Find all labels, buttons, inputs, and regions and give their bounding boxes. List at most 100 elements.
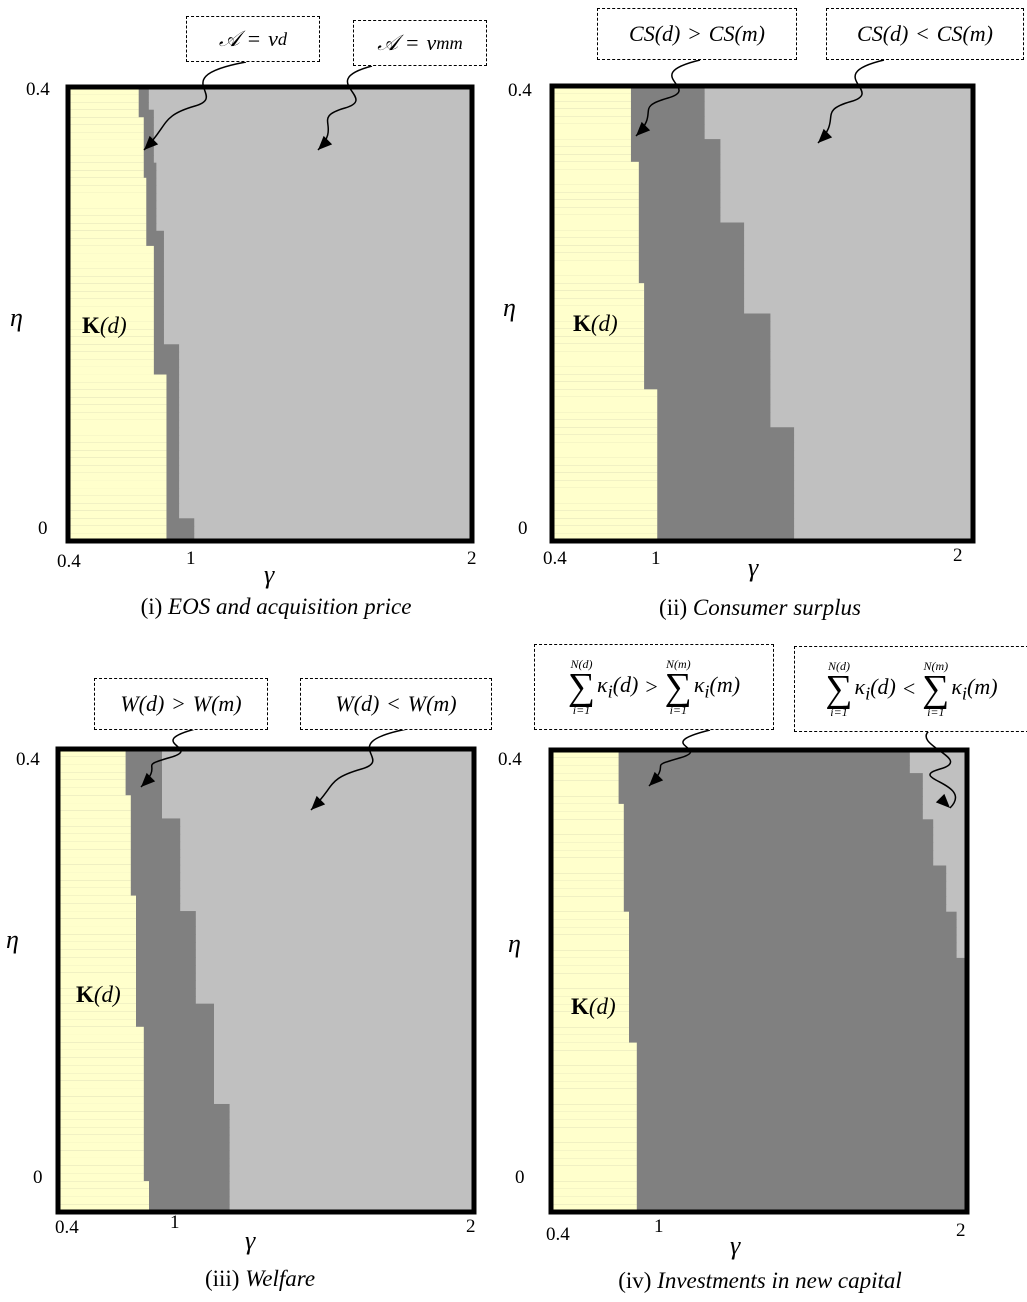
- region-k-band: [552, 93, 631, 102]
- region-label-bold: K: [76, 982, 94, 1007]
- region-k-band: [551, 942, 629, 951]
- region-k-band: [551, 1104, 637, 1113]
- region-dark-band: [551, 834, 934, 843]
- sum-term-right: κi(m): [694, 672, 740, 702]
- region-k-band: [552, 503, 658, 512]
- region-dark-band: [552, 450, 795, 459]
- region-k-band: [552, 472, 658, 481]
- region-k-band: [552, 427, 658, 436]
- region-k-band: [551, 988, 629, 997]
- region-dark-band: [551, 942, 957, 951]
- region-k-band: [68, 510, 167, 519]
- region-dark-band: [552, 434, 795, 444]
- sum-term-left: κi(d): [855, 674, 896, 704]
- arrowhead-icon: [818, 128, 833, 143]
- region-k-band: [68, 109, 139, 118]
- region-k-band: [552, 268, 639, 277]
- region-label-bold: K: [571, 994, 589, 1019]
- callout-lhs: CS(d): [857, 21, 909, 46]
- region-k-band: [58, 1103, 144, 1113]
- region-k-band: [68, 419, 167, 429]
- region-dark-band: [551, 811, 923, 820]
- region-k-band: [552, 116, 631, 125]
- callout-arrow: [648, 729, 711, 787]
- region-k-band: [551, 1188, 637, 1198]
- region-dark-band: [551, 803, 923, 813]
- region-k-band: [552, 366, 645, 375]
- region-k-band: [551, 1165, 637, 1175]
- region-k-band: [552, 381, 645, 390]
- region-k-band: [58, 841, 131, 850]
- region-k-band: [551, 911, 629, 920]
- y-tick-top: 0.4: [508, 80, 532, 101]
- region-k-band: [551, 1135, 637, 1144]
- region-dark-band: [551, 1081, 967, 1090]
- y-tick-bottom: 0: [33, 1167, 43, 1188]
- region-dark-band: [552, 518, 795, 527]
- region-k-band: [58, 934, 136, 943]
- region-k-band: [552, 86, 631, 95]
- region-dark-band: [552, 321, 771, 330]
- region-dark-band: [552, 305, 745, 315]
- region-dark-band: [552, 260, 745, 269]
- region-k-band: [68, 465, 167, 474]
- region-k-band: [58, 826, 131, 835]
- region-dark-band: [551, 780, 923, 790]
- region-dark-band: [551, 1019, 967, 1028]
- region-k-band: [58, 779, 126, 789]
- region-k-band: [551, 973, 629, 982]
- y-tick-top: 0.4: [498, 749, 522, 770]
- callout-cs-less: CS(d) < CS(m): [826, 8, 1024, 60]
- panel-title: (iii) Welfare: [60, 1266, 460, 1292]
- region-k-band: [552, 343, 645, 353]
- region-k-band: [552, 169, 639, 178]
- x-tick-mid: 1: [651, 548, 661, 569]
- region-dark-band: [551, 857, 934, 867]
- region-k-band: [551, 1181, 637, 1190]
- kappa-sub: i: [704, 681, 710, 702]
- region-k-band: [58, 857, 131, 866]
- region-dark-band: [551, 1065, 967, 1074]
- region-k-band: [68, 480, 167, 489]
- panel-num: (iv): [618, 1268, 652, 1293]
- region-k-band: [552, 313, 645, 322]
- region-dark-band: [551, 850, 934, 859]
- sigma-left: N(d) ∑ i=1: [568, 658, 595, 716]
- region-k-band: [58, 872, 131, 881]
- region-k-band: [68, 223, 147, 232]
- region-dark-band: [552, 298, 745, 307]
- region-k-band: [68, 192, 147, 202]
- region-k-band: [68, 276, 154, 285]
- region-k-band: [58, 903, 136, 912]
- callout-op: =: [406, 30, 419, 55]
- panel-num: (ii): [659, 595, 688, 620]
- region-k-band: [552, 154, 631, 163]
- region-dark-band: [551, 842, 934, 851]
- region-k-band: [552, 533, 658, 542]
- sigma-upper: N(m): [923, 659, 949, 673]
- panel-title: (iv) Investments in new capital: [560, 1268, 960, 1294]
- region-dark-band: [551, 957, 967, 967]
- region-k-band: [551, 950, 629, 959]
- region-k-band: [551, 788, 619, 797]
- region-k-band: [552, 457, 658, 466]
- region-k-band: [68, 359, 154, 368]
- y-axis-label: η: [503, 293, 516, 322]
- callout-op: >: [172, 691, 185, 716]
- region-dark-band: [551, 865, 947, 874]
- region-dark-band: [552, 503, 795, 512]
- region-k-band: [68, 185, 147, 194]
- region-k-band: [551, 1204, 637, 1213]
- sum-op: <: [902, 676, 916, 701]
- sigma-right: N(m) ∑ i=1: [665, 658, 692, 716]
- region-k-band: [552, 184, 639, 193]
- region-dark-band: [552, 396, 771, 406]
- region-k-band: [68, 518, 167, 527]
- region-k-band: [58, 756, 126, 766]
- region-k-band: [68, 344, 154, 353]
- region-k-band: [552, 525, 658, 535]
- region-k-band: [552, 222, 639, 231]
- region-k-band: [68, 94, 139, 103]
- panel-text: Consumer surplus: [692, 595, 861, 620]
